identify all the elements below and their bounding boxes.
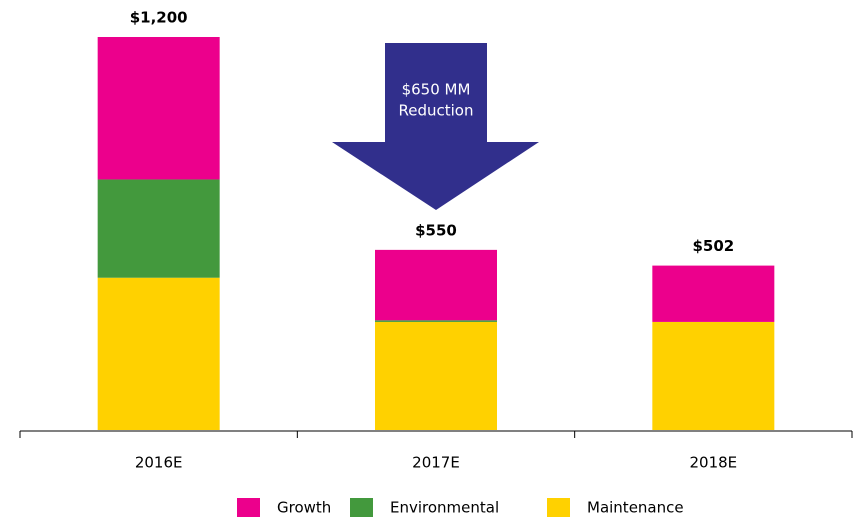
legend-swatch	[237, 498, 260, 517]
x-tick-label: 2016E	[135, 454, 183, 472]
x-tick-label: 2018E	[690, 454, 738, 472]
annotation-text: Reduction	[399, 102, 474, 120]
bar-segment	[375, 321, 497, 430]
bar-segment	[97, 277, 220, 430]
legend-swatch	[547, 498, 570, 517]
reduction-arrow	[332, 43, 539, 210]
bar-segment	[375, 320, 497, 322]
annotation-text: $650 MM	[402, 81, 471, 99]
bar-segment	[97, 179, 220, 278]
legend-label: Growth	[277, 499, 331, 517]
legend-swatch	[350, 498, 373, 517]
legend-label: Maintenance	[587, 499, 684, 517]
bar-segment	[652, 265, 775, 322]
legend-label: Environmental	[390, 499, 499, 517]
bar-segment	[97, 37, 220, 180]
total-label: $502	[692, 237, 734, 255]
x-tick-label: 2017E	[412, 454, 460, 472]
bar-segment	[652, 321, 775, 430]
total-label: $550	[415, 221, 457, 239]
total-label: $1,200	[130, 9, 188, 27]
bar-segment	[375, 249, 497, 321]
